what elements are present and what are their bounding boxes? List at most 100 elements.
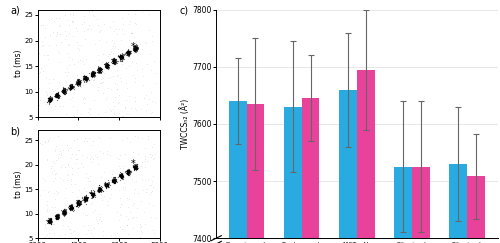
Point xyxy=(73,83,81,87)
Point xyxy=(109,58,117,61)
Point xyxy=(111,178,119,182)
Point xyxy=(124,171,132,175)
Point xyxy=(96,186,104,190)
Point xyxy=(45,217,53,221)
Point xyxy=(148,190,156,194)
Point xyxy=(94,187,102,191)
Point xyxy=(46,219,54,223)
Point xyxy=(72,81,80,85)
Point xyxy=(46,217,54,221)
Point xyxy=(132,47,140,51)
Point xyxy=(132,165,140,169)
Point xyxy=(87,191,95,195)
Point xyxy=(122,169,130,173)
Point xyxy=(94,68,102,72)
Point xyxy=(46,100,54,104)
Point xyxy=(66,87,74,91)
Point xyxy=(82,198,90,201)
Point xyxy=(132,43,140,47)
Point xyxy=(80,198,88,202)
Point xyxy=(97,188,105,192)
Point xyxy=(124,169,132,173)
Point xyxy=(88,73,96,77)
Point xyxy=(67,208,75,211)
Point xyxy=(132,164,140,168)
Point xyxy=(130,43,138,47)
Point xyxy=(118,172,126,175)
Point xyxy=(47,219,55,223)
Point xyxy=(76,202,84,206)
Point xyxy=(104,64,112,68)
Point xyxy=(123,86,131,90)
Point xyxy=(60,89,68,93)
Point xyxy=(46,219,54,223)
Point xyxy=(62,91,70,95)
Point xyxy=(72,137,80,141)
Point xyxy=(116,57,124,61)
Point xyxy=(62,112,70,116)
Point xyxy=(62,165,70,169)
Point xyxy=(52,216,60,220)
Point xyxy=(62,211,70,215)
Point xyxy=(110,179,118,182)
Point xyxy=(54,94,62,98)
Point xyxy=(124,233,132,236)
Point xyxy=(62,211,70,215)
Point xyxy=(128,170,136,174)
Point xyxy=(94,189,102,193)
Point xyxy=(61,91,69,95)
Point xyxy=(60,89,68,93)
Point xyxy=(50,94,58,98)
Point xyxy=(66,207,74,211)
Point xyxy=(118,57,126,61)
Point xyxy=(74,200,82,204)
Point xyxy=(80,196,88,200)
Point xyxy=(66,86,74,90)
Point xyxy=(98,69,106,73)
Point xyxy=(96,69,104,73)
Point xyxy=(60,88,68,92)
Point xyxy=(136,235,144,239)
Point xyxy=(44,219,52,223)
Point xyxy=(68,84,76,88)
Point xyxy=(132,48,140,52)
Point xyxy=(68,84,76,88)
Point xyxy=(80,77,88,80)
Point xyxy=(72,26,80,30)
Point xyxy=(110,58,118,62)
Point xyxy=(82,198,90,201)
Point xyxy=(95,187,103,191)
Point xyxy=(44,217,52,220)
Point xyxy=(82,57,90,61)
Point xyxy=(88,70,96,74)
Point xyxy=(96,189,104,193)
Point xyxy=(74,80,82,84)
Point xyxy=(73,78,81,82)
Point xyxy=(48,206,56,209)
Point xyxy=(103,64,111,68)
Point xyxy=(108,180,116,184)
Point xyxy=(69,206,77,209)
Point xyxy=(81,198,89,202)
Point xyxy=(131,134,139,138)
Point xyxy=(125,169,133,173)
Point xyxy=(120,176,128,180)
Point xyxy=(89,71,97,75)
Point xyxy=(66,31,74,35)
Point xyxy=(102,185,110,189)
Point xyxy=(124,50,132,54)
Point xyxy=(102,64,110,68)
Point xyxy=(76,79,84,83)
Point xyxy=(46,33,54,37)
Point xyxy=(62,34,70,38)
Point xyxy=(62,89,70,93)
Point xyxy=(95,66,103,69)
Point xyxy=(90,234,98,238)
Point xyxy=(96,189,104,193)
Point xyxy=(131,48,139,52)
Point xyxy=(71,182,79,186)
Point xyxy=(118,56,126,60)
Point xyxy=(46,99,54,103)
Point xyxy=(45,96,53,100)
Point xyxy=(124,196,132,200)
